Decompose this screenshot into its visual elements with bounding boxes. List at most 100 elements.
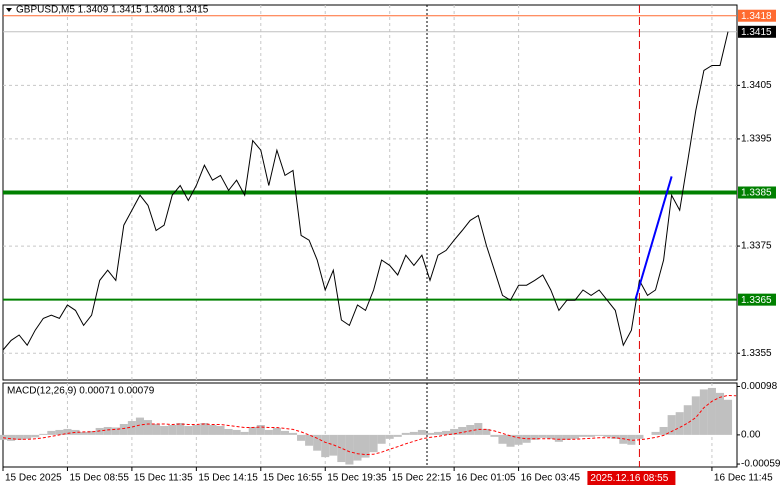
- y-tick-label: 0.00098: [741, 381, 778, 392]
- macd-bar: [562, 434, 571, 440]
- macd-bar: [595, 434, 604, 436]
- macd-bar: [103, 426, 112, 435]
- macd-bar: [619, 434, 628, 444]
- macd-bar: [554, 434, 563, 442]
- x-tick-label: 16 Dec 11:45: [714, 473, 773, 484]
- macd-bar: [31, 434, 40, 438]
- macd-bar: [200, 423, 209, 435]
- x-tick-label: 15 Dec 11:35: [134, 473, 193, 484]
- macd-bar: [546, 434, 555, 439]
- macd-bar: [337, 434, 346, 463]
- macd-bar: [635, 434, 644, 439]
- macd-bar: [667, 415, 676, 435]
- macd-bar: [699, 389, 708, 435]
- macd-bar: [538, 434, 547, 438]
- chart-title: GBPUSD,M5 1.3409 1.3415 1.3408 1.3415: [16, 5, 209, 16]
- macd-bar: [208, 425, 217, 435]
- macd-bar: [95, 427, 104, 435]
- macd-bar: [297, 434, 306, 441]
- macd-bar: [23, 434, 32, 439]
- cursor-label: 2025.12.16 08:55: [590, 473, 668, 484]
- macd-bar: [393, 434, 402, 437]
- macd-bar: [184, 425, 193, 435]
- level-label-box: [738, 293, 776, 306]
- level-label: 1.3365: [741, 295, 772, 306]
- macd-bar: [409, 431, 418, 435]
- macd-bar: [442, 430, 451, 435]
- x-tick-label: 15 Dec 16:55: [263, 473, 323, 484]
- macd-bar: [288, 432, 298, 435]
- macd-bar: [715, 392, 725, 435]
- macd-bar: [280, 430, 289, 435]
- macd-bar: [466, 425, 475, 435]
- price-line: [2, 31, 729, 351]
- macd-bar: [345, 434, 354, 465]
- macd-bar: [691, 396, 700, 435]
- macd-bar: [256, 425, 265, 435]
- macd-bar: [353, 434, 362, 461]
- macd-bar: [361, 434, 370, 458]
- macd-bar: [119, 424, 128, 435]
- macd-bar: [55, 429, 64, 435]
- macd-bar: [313, 434, 322, 451]
- macd-bar: [474, 423, 483, 435]
- macd-bar: [240, 431, 249, 435]
- macd-bar: [417, 429, 426, 435]
- macd-bar: [71, 429, 80, 435]
- macd-bar: [232, 429, 241, 435]
- ask-label: 1.3418: [741, 11, 772, 22]
- macd-bar: [264, 429, 273, 435]
- macd-bar: [63, 428, 72, 435]
- y-tick-label: 0.00: [741, 430, 761, 441]
- macd-bar: [385, 434, 394, 439]
- macd-bar: [683, 405, 692, 435]
- macd-bar: [321, 434, 330, 458]
- level-label: 1.3385: [741, 188, 772, 199]
- last-price-label: 1.3415: [741, 27, 772, 38]
- macd-bar: [724, 399, 733, 435]
- macd-bar: [401, 432, 410, 435]
- macd-bar: [369, 434, 378, 453]
- macd-bar: [272, 427, 281, 435]
- trend-line: [634, 176, 673, 300]
- macd-bar: [0, 434, 8, 440]
- macd-bar: [192, 425, 201, 435]
- macd-bar: [506, 434, 515, 447]
- macd-bar: [216, 425, 225, 435]
- macd-bar: [39, 433, 48, 435]
- macd-bar: [15, 434, 24, 440]
- macd-bar: [305, 434, 314, 446]
- macd-bar: [530, 434, 539, 440]
- macd-bar: [450, 428, 459, 435]
- x-tick-label: 15 Dec 19:35: [327, 473, 387, 484]
- macd-bar: [47, 430, 56, 435]
- macd-bar: [224, 428, 233, 435]
- y-tick-label: -0.00059: [741, 459, 781, 470]
- macd-bar: [377, 434, 386, 444]
- last-price-label-box: [738, 25, 776, 38]
- macd-bar: [168, 425, 177, 435]
- macd-bar: [570, 434, 580, 439]
- x-tick-label: 16 Dec 03:45: [521, 473, 581, 484]
- macd-bar: [707, 387, 716, 435]
- macd-bar: [498, 434, 507, 444]
- macd-bar: [579, 434, 588, 437]
- macd-bar: [160, 425, 169, 435]
- macd-bar: [611, 434, 620, 439]
- macd-bar: [482, 428, 491, 435]
- macd-bar: [425, 432, 434, 435]
- macd-title: MACD(12,26,9) 0.00071 0.00079: [7, 386, 155, 397]
- macd-bar: [627, 434, 636, 445]
- menu-arrow[interactable]: [6, 8, 12, 12]
- macd-bar: [176, 423, 185, 435]
- macd-bar: [603, 434, 612, 437]
- y-tick-label: 1.3405: [741, 80, 772, 91]
- macd-bar: [111, 427, 120, 435]
- macd-bar: [152, 424, 161, 435]
- macd-bar: [248, 426, 257, 435]
- macd-bar: [79, 431, 88, 435]
- y-tick-label: 1.3375: [741, 241, 772, 252]
- x-tick-label: 16 Dec 01:05: [456, 473, 516, 484]
- x-tick-label: 15 Dec 2025: [5, 473, 62, 484]
